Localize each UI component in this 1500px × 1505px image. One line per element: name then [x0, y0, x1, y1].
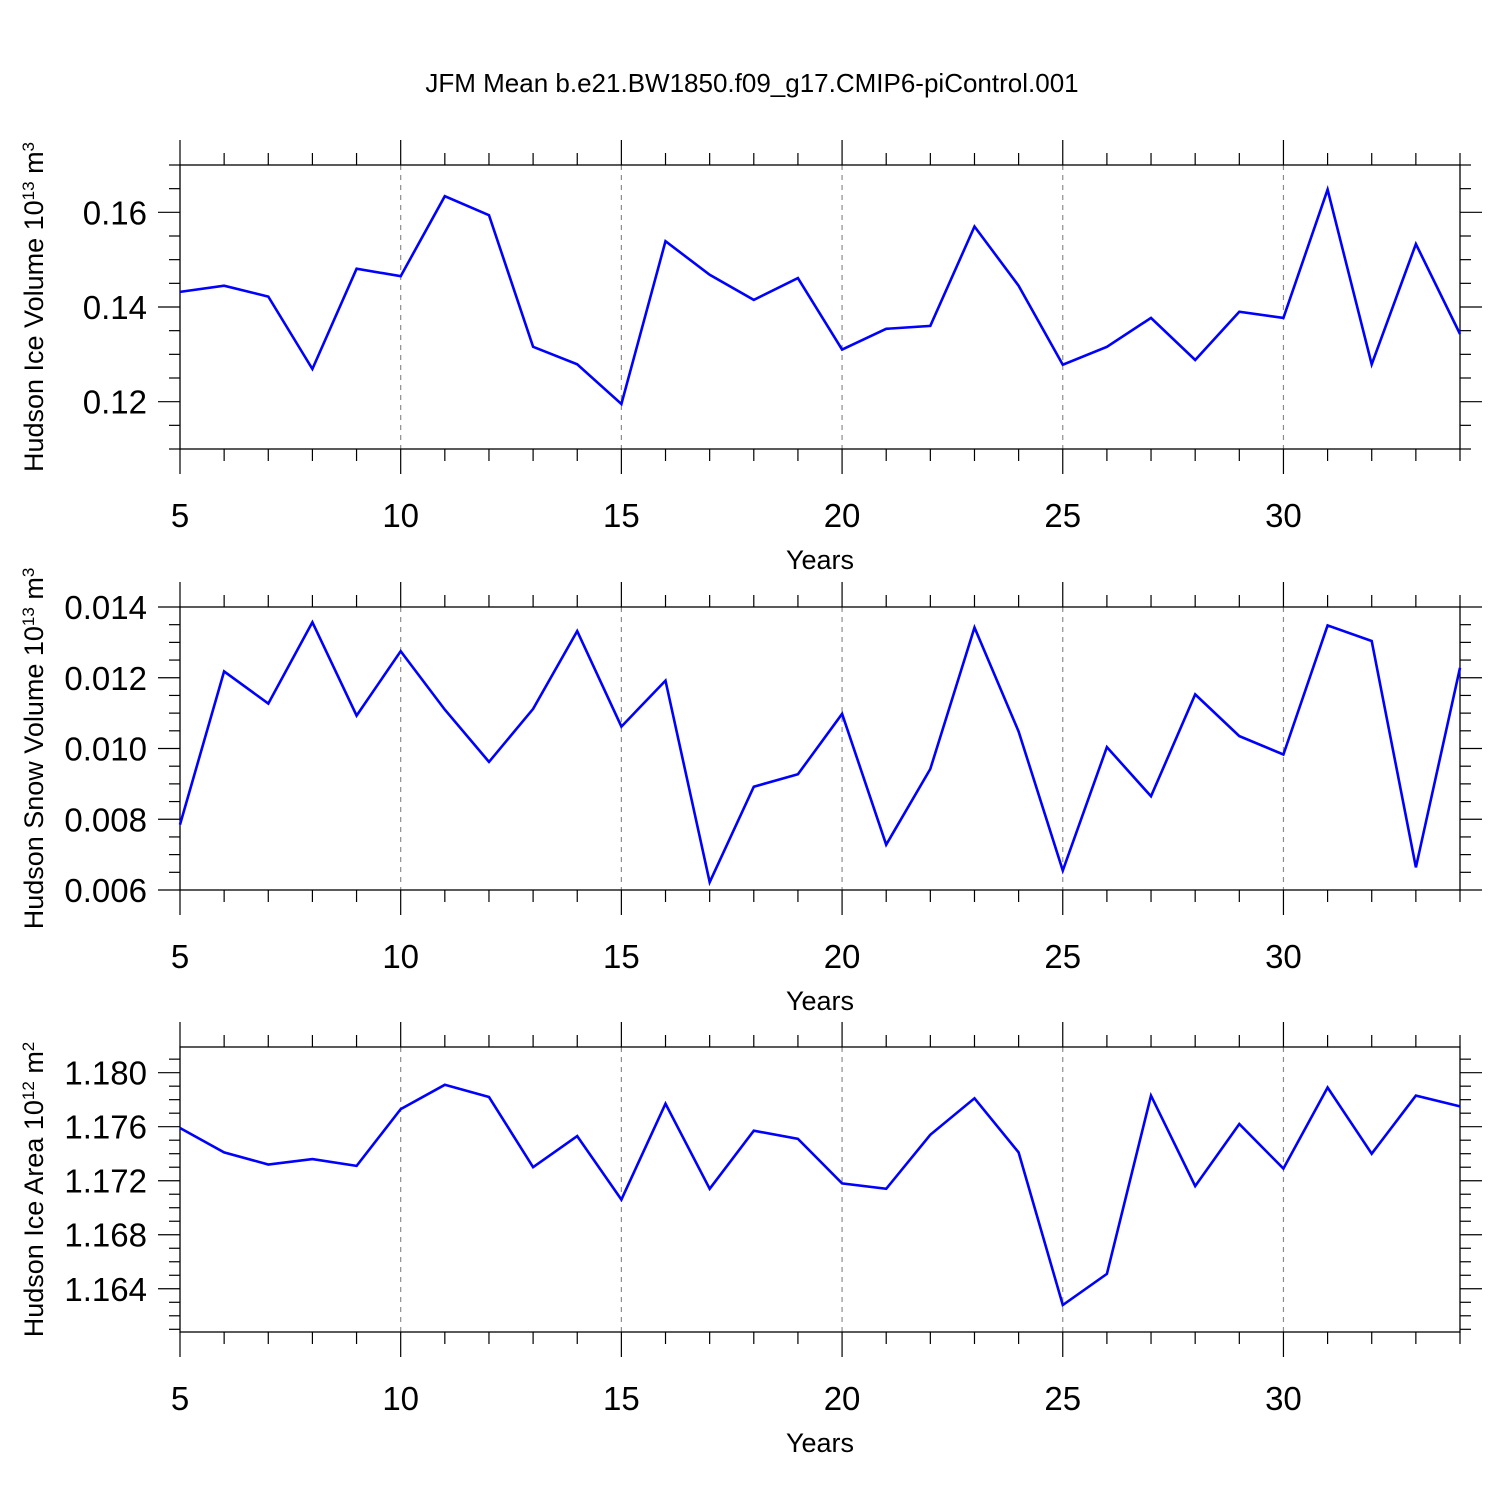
x-tick-label: 5 [171, 1380, 189, 1417]
y-tick-label: 1.176 [64, 1109, 147, 1146]
series-line-1 [180, 622, 1460, 882]
x-tick-label: 10 [382, 938, 419, 975]
x-tick-label: 20 [824, 1380, 861, 1417]
x-tick-label: 10 [382, 1380, 419, 1417]
y-axis-label-unit-exponent: 2 [19, 1042, 38, 1051]
y-axis-label-text: Hudson Ice Area 10 [19, 1100, 49, 1337]
y-tick-label: 1.172 [64, 1163, 147, 1200]
x-tick-label: 25 [1044, 1380, 1081, 1417]
x-tick-label: 30 [1265, 497, 1302, 534]
y-axis-label-text: Hudson Snow Volume 10 [19, 626, 49, 929]
y-axis-label-exponent: 12 [19, 1081, 38, 1100]
x-tick-label: 25 [1044, 938, 1081, 975]
y-axis-label-text: Hudson Ice Volume 10 [19, 200, 49, 472]
x-axis-label: Years [786, 545, 854, 575]
x-tick-label: 5 [171, 497, 189, 534]
y-axis-label-unit: m [19, 151, 49, 181]
y-tick-label: 0.008 [64, 801, 147, 838]
x-tick-label: 5 [171, 938, 189, 975]
panel-1: 5 10 15 20 25 30 0.12 0.14 0.16 Years Hudson Ice V… [19, 140, 1483, 575]
chart-title: JFM Mean b.e21.BW1850.f09_g17.CMIP6-piCo… [425, 68, 1078, 98]
y-axis-label-unit-exponent: 3 [19, 142, 38, 151]
y-tick-label: 0.010 [64, 731, 147, 768]
x-tick-label: 30 [1265, 1380, 1302, 1417]
x-tick-label: 15 [603, 938, 640, 975]
y-axis-label: Hudson Ice Area 1012 m2 [19, 1042, 50, 1338]
series-line-1 [180, 1085, 1460, 1305]
x-axis-label: Years [786, 986, 854, 1016]
series-line-1 [180, 190, 1460, 404]
x-tick-label: 15 [603, 1380, 640, 1417]
y-tick-label: 0.16 [83, 194, 147, 231]
x-tick-label: 20 [824, 938, 861, 975]
x-tick-label: 10 [382, 497, 419, 534]
y-axis-label-exponent: 13 [19, 181, 38, 200]
x-axis-label: Years [786, 1428, 854, 1458]
y-axis-label-unit: m [19, 1051, 49, 1081]
y-tick-label: 1.164 [64, 1271, 147, 1308]
x-tick-label: 30 [1265, 938, 1302, 975]
y-tick-label: 1.180 [64, 1055, 147, 1092]
y-tick-label: 0.12 [83, 384, 147, 421]
y-tick-label: 0.14 [83, 289, 147, 326]
panel-3: 5 10 15 20 25 30 1.164 1.168 1.172 1.176 1.180 Year… [19, 1022, 1483, 1458]
y-tick-label: 0.006 [64, 872, 147, 909]
plot-frame [180, 165, 1460, 449]
panel-2: 5 10 15 20 25 30 0.006 0.008 0.010 0.012 0.014 Year… [19, 568, 1483, 1016]
x-tick-label: 15 [603, 497, 640, 534]
x-tick-label: 20 [824, 497, 861, 534]
y-tick-label: 0.012 [64, 660, 147, 697]
y-axis-label-unit-exponent: 3 [19, 568, 38, 577]
y-axis-label: Hudson Snow Volume 1013 m3 [19, 568, 50, 930]
plot-frame [180, 1047, 1460, 1332]
x-tick-label: 25 [1044, 497, 1081, 534]
y-axis-label-exponent: 13 [19, 607, 38, 626]
y-axis-label-unit: m [19, 577, 49, 607]
y-axis-label: Hudson Ice Volume 1013 m3 [19, 142, 50, 472]
y-tick-label: 0.014 [64, 589, 147, 626]
y-tick-label: 1.168 [64, 1217, 147, 1254]
